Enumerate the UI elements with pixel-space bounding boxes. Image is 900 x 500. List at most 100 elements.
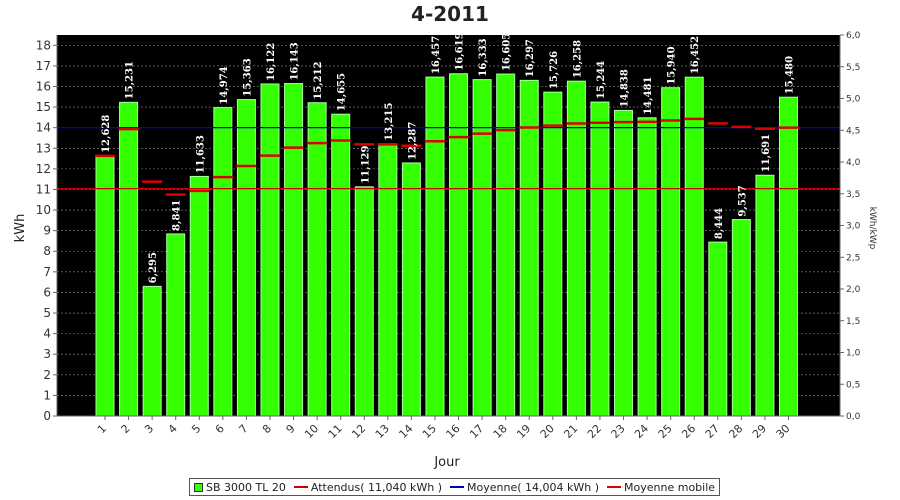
x-tick-label: 3 (142, 422, 156, 436)
bar-day-20 (543, 91, 563, 417)
x-tick-label: 13 (373, 422, 392, 441)
data-label: 15,231 (125, 61, 136, 99)
data-label: 16,619 (455, 32, 466, 70)
bar-series (95, 73, 798, 417)
bar-day-29 (755, 174, 775, 417)
data-label: 15,212 (313, 61, 324, 99)
y-tick-label: 18 (36, 38, 51, 52)
y2-tick-label: 2,5 (846, 253, 860, 263)
bar-day-13 (378, 143, 398, 417)
y-tick-label: 3 (43, 347, 51, 361)
data-label: 14,655 (337, 73, 348, 111)
x-tick-label: 9 (284, 422, 298, 436)
data-label: 12,628 (101, 115, 112, 153)
data-label: 15,480 (785, 56, 796, 94)
y2-tick-label: 0,5 (846, 380, 860, 390)
y-tick-label: 4 (43, 327, 51, 341)
x-tick-label: 14 (396, 422, 415, 441)
bar-day-10 (307, 102, 327, 417)
y2-tick-label: 5,0 (846, 95, 861, 105)
x-tick-label: 24 (632, 422, 651, 441)
y2-tick-label: 0,0 (846, 412, 861, 422)
bar-day-27 (708, 241, 728, 417)
data-label: 11,129 (360, 145, 371, 183)
data-label: 15,363 (242, 58, 253, 96)
x-tick-label: 16 (444, 422, 463, 441)
data-labels: 12,628 15,231 6,295 8,841 11,633 14,974 15,363… (101, 32, 796, 283)
data-label: 14,481 (643, 76, 654, 114)
bar-day-22 (590, 101, 610, 417)
y2-tick-label: 2,0 (846, 285, 861, 295)
bar-day-19 (519, 79, 539, 417)
data-label: 16,457 (431, 36, 442, 74)
y2-tick-label: 4,5 (846, 126, 860, 136)
y2-tick-label: 5,5 (846, 63, 860, 73)
y2-tick-label: 3,0 (846, 222, 861, 232)
y2-axis-ticks: 0,0 0,5 1,0 1,5 2,0 2,5 3,0 3,5 4,0 4,5 5,0 5,5 6,0 (839, 31, 861, 422)
x-tick-label: 7 (236, 422, 250, 436)
x-tick-label: 15 (420, 422, 439, 441)
x-tick-label: 22 (585, 422, 604, 441)
legend-label-expected: Attendus( 11,040 kWh ) (310, 480, 443, 494)
x-tick-label: 20 (538, 422, 557, 441)
x-tick-label: 2 (119, 422, 133, 436)
data-label: 8,841 (172, 200, 183, 231)
y-tick-label: 8 (43, 244, 51, 258)
reference-lines (57, 126, 840, 190)
bar-day-17 (472, 79, 492, 417)
x-axis-ticks: 1 2 3 4 5 6 7 8 9 10 11 12 13 14 15 16 17 18 19 20 21 22 23 24 2… (57, 415, 840, 441)
bar-day-21 (566, 80, 586, 417)
bar-day-1 (95, 155, 115, 417)
chart-title: 4-2011 (411, 2, 489, 26)
x-tick-label: 1 (95, 422, 109, 436)
legend-swatch-bars (194, 482, 203, 492)
bar-day-16 (449, 73, 469, 417)
data-label: 14,974 (219, 66, 230, 104)
bar-day-28 (731, 219, 751, 417)
data-label: 6,295 (148, 252, 159, 283)
legend-label-average: Moyenne( 14,004 kWh ) (467, 480, 600, 494)
bar-day-18 (496, 73, 516, 417)
y-tick-label: 14 (36, 121, 51, 135)
data-label: 9,537 (737, 185, 748, 216)
x-tick-label: 27 (703, 422, 722, 441)
data-label: 16,122 (266, 43, 277, 81)
legend-label-bars: SB 3000 TL 20 (206, 480, 286, 494)
y-tick-label: 2 (43, 368, 51, 382)
bar-day-6 (213, 107, 233, 417)
y-tick-label: 12 (36, 162, 51, 176)
data-label: 8,444 (714, 208, 725, 239)
bar-day-12 (354, 186, 374, 417)
y-tick-label: 17 (36, 59, 51, 73)
legend-item-moving-average: Moyenne mobile (607, 481, 715, 494)
moving-average-series (95, 117, 799, 196)
y-tick-label: 13 (36, 141, 51, 155)
x-tick-label: 25 (656, 422, 675, 441)
x-tick-label: 5 (189, 422, 203, 436)
bar-day-2 (119, 101, 139, 417)
y2-tick-label: 4,0 (846, 158, 861, 168)
y-tick-label: 15 (36, 100, 51, 114)
bar-day-5 (189, 175, 209, 417)
y2-tick-label: 3,5 (846, 190, 860, 200)
x-tick-label: 4 (166, 422, 180, 436)
x-tick-label: 8 (260, 422, 274, 436)
data-label: 12,287 (407, 122, 418, 160)
y-tick-label: 1 (43, 388, 51, 402)
legend-item-expected: Attendus( 11,040 kWh ) (293, 480, 443, 494)
data-label: 11,691 (761, 134, 772, 172)
y2-tick-label: 1,5 (846, 317, 860, 327)
x-tick-label: 29 (750, 422, 769, 441)
x-tick-label: 19 (514, 422, 533, 441)
legend-swatch-expected (293, 486, 308, 488)
y-tick-label: 10 (36, 203, 51, 217)
x-tick-label: 18 (491, 422, 510, 441)
y2-axis-label: kWh/kWp (867, 207, 877, 250)
data-label: 16,258 (572, 40, 583, 78)
bar-day-9 (284, 83, 304, 417)
y-tick-label: 9 (43, 224, 51, 238)
x-tick-label: 30 (774, 422, 793, 441)
data-label: 11,633 (195, 135, 206, 173)
